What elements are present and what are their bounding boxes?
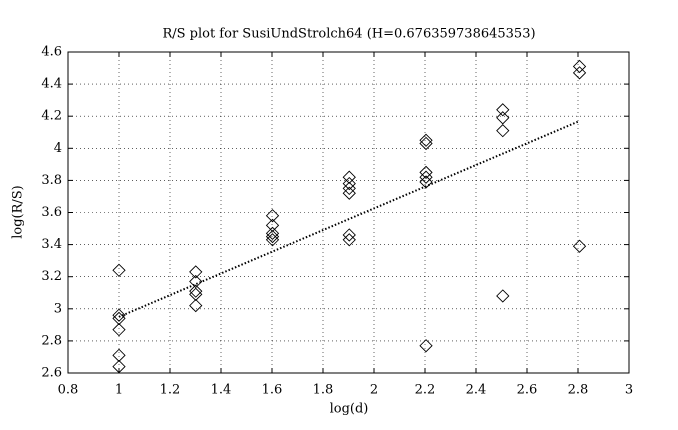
point xyxy=(496,111,510,125)
point xyxy=(112,323,126,337)
y-tick-label: 3 xyxy=(54,301,62,316)
point xyxy=(112,308,126,322)
x-tick-label: 2.4 xyxy=(466,383,487,398)
y-tick-label: 4.6 xyxy=(41,45,62,60)
x-tick-label: 1.6 xyxy=(262,383,283,398)
y-tick-label: 3.8 xyxy=(41,173,62,188)
x-tick-label: 2.2 xyxy=(415,383,436,398)
point xyxy=(112,311,126,326)
point xyxy=(265,218,280,232)
point xyxy=(342,233,356,247)
point xyxy=(419,133,433,147)
point xyxy=(189,298,203,313)
point xyxy=(342,176,356,191)
point xyxy=(189,287,203,301)
chart-title: R/S plot for SusiUndStrolch64 (H=0.67635… xyxy=(162,27,535,42)
y-tick-label: 3.6 xyxy=(41,205,62,220)
point xyxy=(496,289,510,303)
x-axis-label: log(d) xyxy=(330,402,369,417)
point xyxy=(189,265,203,279)
x-tick-label: 0.8 xyxy=(58,383,79,398)
point xyxy=(265,229,280,244)
point xyxy=(572,239,587,253)
point xyxy=(265,233,280,247)
x-tick-label: 2 xyxy=(370,383,378,398)
fit-line xyxy=(118,120,580,318)
x-tick-label: 3 xyxy=(625,383,633,398)
y-axis-label: log(R/S) xyxy=(11,185,26,239)
point xyxy=(342,170,356,184)
y-tick-label: 4 xyxy=(54,141,62,156)
point xyxy=(265,209,280,223)
point xyxy=(496,103,510,117)
point xyxy=(572,59,587,74)
point xyxy=(419,136,433,151)
point xyxy=(572,66,587,80)
point xyxy=(419,339,433,353)
x-tick-label: 1.4 xyxy=(211,383,232,398)
point xyxy=(342,181,356,196)
point xyxy=(419,165,433,180)
x-tick-label: 2.6 xyxy=(517,383,538,398)
point xyxy=(189,284,203,298)
point xyxy=(419,170,433,184)
point xyxy=(419,175,433,189)
y-tick-label: 2.8 xyxy=(41,333,62,348)
y-tick-label: 4.2 xyxy=(41,109,62,124)
plot-frame xyxy=(67,51,630,374)
y-tick-label: 3.4 xyxy=(41,237,62,252)
point xyxy=(496,124,510,138)
point xyxy=(342,228,356,242)
point xyxy=(112,263,126,277)
y-tick-label: 2.6 xyxy=(41,366,62,381)
x-tick-label: 1 xyxy=(115,383,123,398)
y-tick-label: 4.4 xyxy=(41,77,62,92)
point xyxy=(112,359,126,374)
point xyxy=(112,348,126,362)
point xyxy=(189,274,203,289)
x-tick-label: 1.8 xyxy=(313,383,334,398)
x-tick-label: 2.8 xyxy=(568,383,589,398)
y-tick-label: 3.2 xyxy=(41,269,62,284)
point xyxy=(265,226,280,241)
point xyxy=(342,186,356,200)
x-tick-label: 1.2 xyxy=(160,383,181,398)
